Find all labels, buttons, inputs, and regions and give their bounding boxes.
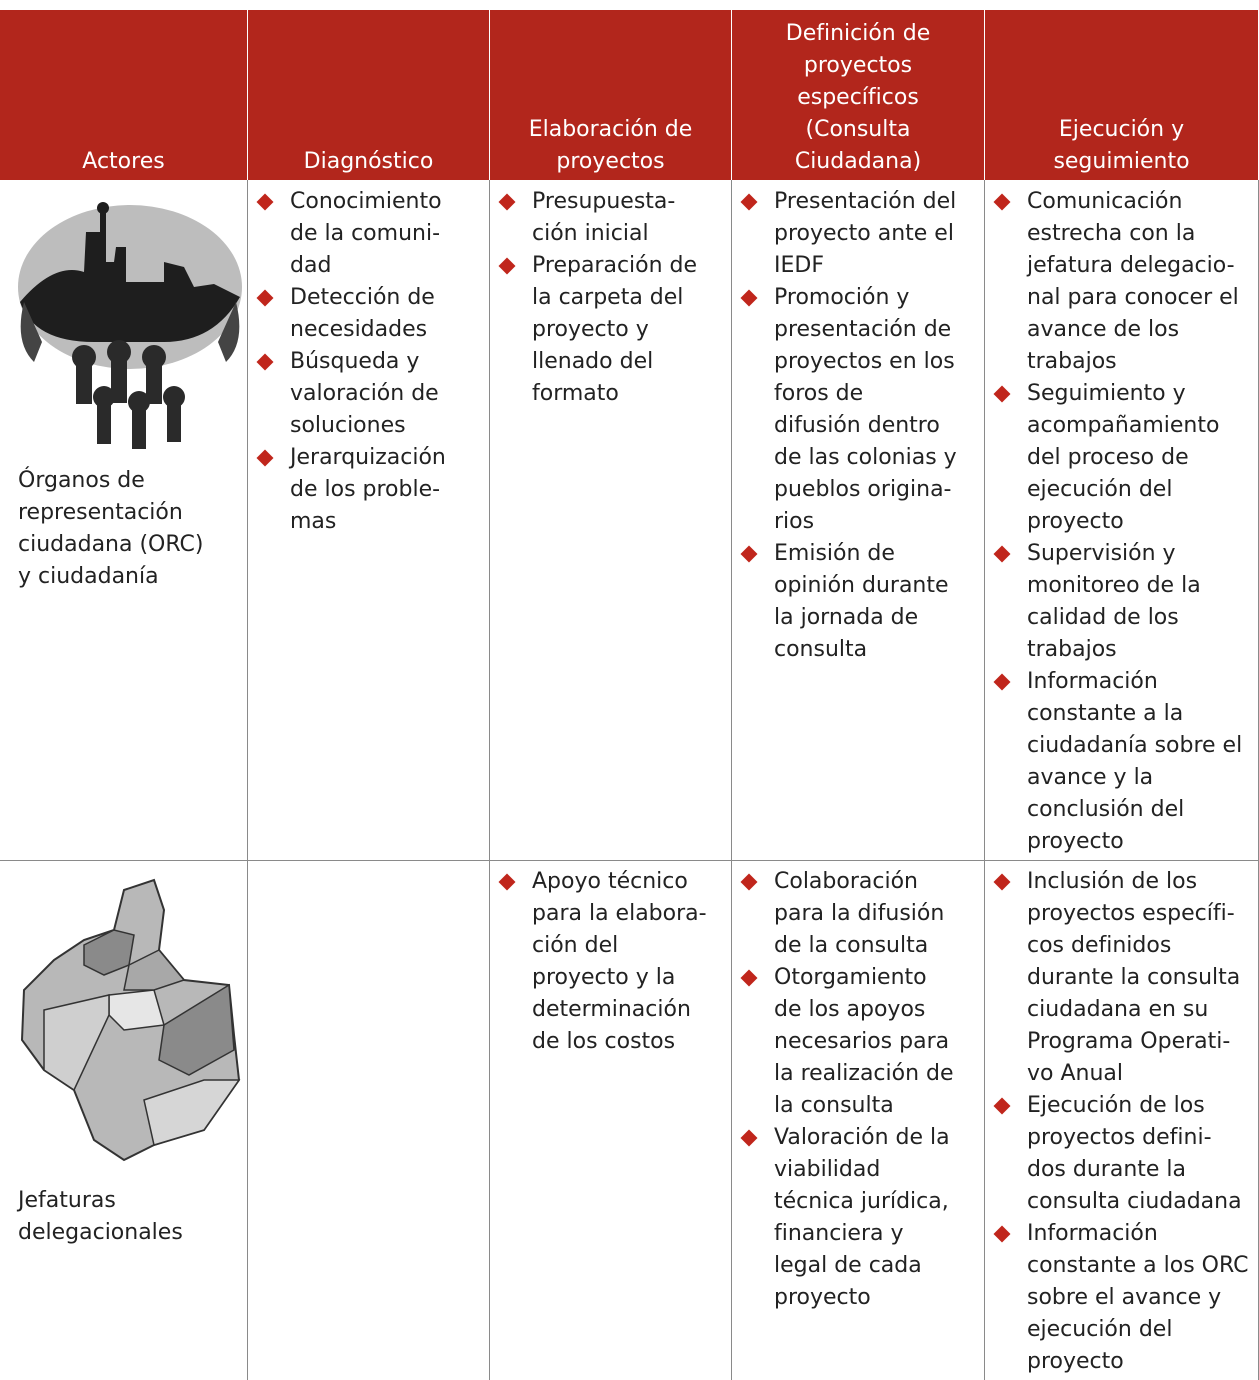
- bullet-list: Comunicación estrecha con la jefatura de…: [985, 186, 1259, 858]
- bullet-item: Otorgamiento de los apoyos necesarios pa…: [732, 962, 985, 1122]
- bullet-item: Información constante a los ORC sobre el…: [985, 1218, 1259, 1378]
- bullet-list: Colaboración para la difusión de la cons…: [732, 866, 985, 1314]
- map-illustration: [20, 878, 241, 1162]
- bullet-item: Promoción y presentación de proyectos en…: [732, 282, 985, 538]
- bullet-item: Búsqueda y valoración de soluciones: [248, 346, 490, 442]
- bullet-item: Preparación de la carpeta del proyecto y…: [490, 250, 732, 410]
- bullet-item: Inclusión de los proyectos específi- cos…: [985, 866, 1259, 1090]
- people-illustration: [18, 202, 242, 449]
- bullet-item: Presentación del proyecto ante el IEDF: [732, 186, 985, 282]
- bullet-list: Conocimiento de la comuni- dad Detección …: [248, 186, 490, 538]
- actor-label: Jefaturas delegacionales: [18, 1188, 183, 1245]
- header-cell: Elaboración de proyectos: [490, 10, 732, 180]
- bullet-item: Apoyo técnico para la elabora- ción del …: [490, 866, 732, 1058]
- column-border: [0, 180, 248, 1380]
- bullet-item: Comunicación estrecha con la jefatura de…: [985, 186, 1259, 378]
- column-border: [248, 180, 490, 1380]
- row-border: [0, 860, 1259, 861]
- header-cell: Actores: [0, 10, 248, 180]
- bullet-item: Seguimiento y acompañamiento del proceso…: [985, 378, 1259, 538]
- bullet-item: Emisión de opinión durante la jornada de…: [732, 538, 985, 666]
- header-cell: Definición de proyectos específicos (Con…: [732, 10, 985, 180]
- bullet-list: Inclusión de los proyectos específi- cos…: [985, 866, 1259, 1378]
- bullet-item: Colaboración para la difusión de la cons…: [732, 866, 985, 962]
- bullet-list: Apoyo técnico para la elabora- ción del …: [490, 866, 732, 1058]
- bullet-item: Información constante a la ciudadanía so…: [985, 666, 1259, 858]
- bullet-item: Jerarquización de los proble- mas: [248, 442, 490, 538]
- column-border: [490, 180, 732, 1380]
- table: Actores Diagnóstico Elaboración de proyect…: [0, 10, 1259, 1380]
- header-cell: Ejecución y seguimiento: [985, 10, 1259, 180]
- bullet-item: Supervisión y monitoreo de la calidad de…: [985, 538, 1259, 666]
- bullet-list: Presupuesta- ción inicial Preparación de …: [490, 186, 732, 410]
- bullet-item: Detección de necesidades: [248, 282, 490, 346]
- actor-label: Órganos de representación ciudadana (ORC…: [18, 468, 204, 589]
- bullet-item: Presupuesta- ción inicial: [490, 186, 732, 250]
- header-cell: Diagnóstico: [248, 10, 490, 180]
- bullet-item: Conocimiento de la comuni- dad: [248, 186, 490, 282]
- bullet-list: Presentación del proyecto ante el IEDF Pr…: [732, 186, 985, 666]
- bullet-item: Valoración de la viabilidad técnica jurí…: [732, 1122, 985, 1314]
- bullet-item: Ejecución de los proyectos defini- dos d…: [985, 1090, 1259, 1218]
